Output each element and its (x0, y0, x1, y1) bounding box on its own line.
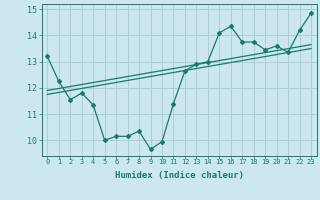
X-axis label: Humidex (Indice chaleur): Humidex (Indice chaleur) (115, 171, 244, 180)
